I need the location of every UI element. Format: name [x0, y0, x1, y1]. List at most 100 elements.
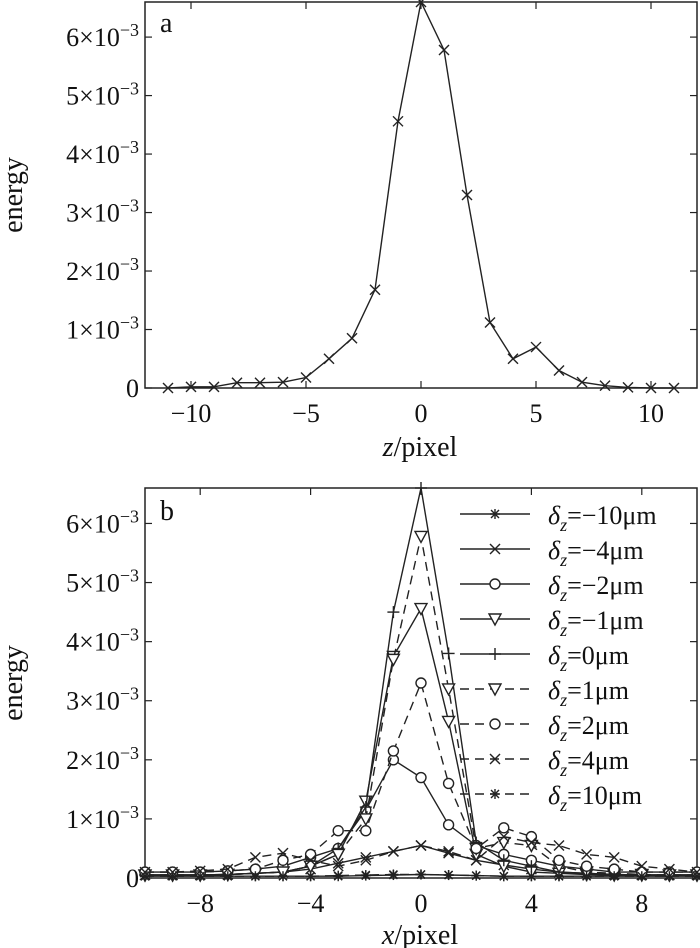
- chart-b-ytick-label: 5×10−3: [66, 566, 139, 598]
- chart-a-xlabel: z/pixel: [382, 432, 458, 463]
- chart-b-data-point: [415, 482, 427, 494]
- legend-marker: [487, 613, 503, 627]
- chart-a-data-point: [208, 381, 220, 393]
- chart-a-data-point: [438, 44, 450, 56]
- chart-b-data-point: [580, 860, 593, 872]
- chart-a-data-point: [323, 353, 335, 365]
- chart-b-ylabel: energy: [0, 645, 29, 721]
- chart-a-series-0: [162, 0, 680, 394]
- chart-b-data-point: [333, 870, 344, 881]
- legend-item: δz=10μm: [460, 781, 642, 815]
- chart-a-xlabel-unit: /pixel: [394, 432, 458, 463]
- chart-b-series-line: [145, 835, 698, 873]
- chart-b-data-point: [608, 851, 620, 863]
- chart-b-series-line: [145, 680, 697, 873]
- chart-a-data-point: [461, 189, 473, 201]
- chart-a-data-point: [369, 284, 381, 296]
- legend-marker: [489, 543, 501, 555]
- legend-label: δz=−2μm: [548, 571, 644, 605]
- chart-a-data-point: [300, 371, 312, 383]
- legend-label: δz=−4μm: [548, 536, 644, 570]
- chart-a-data-point: [277, 376, 289, 388]
- chart-b-data-point: [443, 847, 455, 859]
- legend-label: δz=−1μm: [548, 606, 644, 640]
- chart-b-data-point: [553, 840, 565, 851]
- chart-b-data-point: [498, 871, 509, 882]
- chart-b-data-point: [360, 854, 372, 866]
- chart-a-xtick-label: 0: [415, 399, 428, 428]
- chart-b-xlabel-var: x: [381, 920, 395, 948]
- chart-a-data-point: [415, 0, 427, 8]
- chart-b-panel-label: b: [160, 496, 174, 527]
- chart-b-data-point: [332, 857, 344, 869]
- chart-b-data-point: [195, 871, 206, 882]
- chart-b-data-point: [443, 870, 454, 881]
- chart-b-data-point: [470, 854, 482, 866]
- chart-b-data-point: [553, 854, 565, 866]
- chart-a-xtick-label: −5: [292, 399, 320, 428]
- chart-b-data-point: [305, 871, 316, 882]
- chart-b-data-point: [415, 771, 427, 784]
- chart-a-xtick-label: 10: [638, 399, 664, 428]
- chart-b-data-point: [249, 851, 261, 863]
- chart-a-data-point: [622, 381, 634, 393]
- chart-b-ytick-label: 0: [126, 864, 139, 893]
- chart-a-axes: −10 −5 0 5 10 0 1×10−3 2×10−3 3×10−3 4×10−3 5×10−3…: [66, 2, 697, 428]
- chart-a-data-point: [530, 341, 542, 353]
- chart-b-data-point: [388, 869, 399, 880]
- chart-b-data-point: [358, 813, 373, 827]
- chart-b-xtick-label: −4: [297, 889, 325, 918]
- legend-item: δz=−1μm: [460, 606, 644, 640]
- legend-label: δz=10μm: [548, 781, 642, 815]
- chart-b-data-point: [222, 871, 233, 882]
- chart-a-data-point: [668, 382, 680, 394]
- chart-a-data-point: [507, 353, 519, 365]
- chart-b-data-point: [140, 871, 150, 882]
- chart-b-data-point: [581, 871, 592, 882]
- chart-b-data-point: [387, 606, 400, 619]
- legend-label: δz=−10μm: [548, 501, 657, 535]
- chart-a-ytick-label: 5×10−3: [66, 79, 139, 111]
- chart-b-data-point: [498, 822, 510, 834]
- chart-b-data-point: [386, 653, 401, 667]
- chart-a-series-line: [167, 0, 674, 389]
- chart-b-ytick-label: 1×10−3: [66, 802, 139, 834]
- chart-b-xlabel-unit: /pixel: [394, 920, 458, 948]
- chart-a-ytick-label: 0: [126, 374, 139, 403]
- legend-marker: [489, 753, 501, 765]
- legend-marker: [490, 789, 500, 799]
- legend-item: δz=−4μm: [460, 536, 644, 570]
- chart-b-data-point: [525, 837, 537, 849]
- chart-a-ytick-label: 1×10−3: [66, 313, 139, 345]
- chart-a-ytick-label: 6×10−3: [66, 20, 139, 52]
- chart-b-xlabel: x/pixel: [381, 920, 458, 948]
- legend-item: δz=−2μm: [460, 571, 644, 605]
- chart-b: −8 −4 0 4 8 0 1×10−3 2×10−3 3×10−3 4×10−3 5×10−3 6×…: [0, 482, 700, 948]
- chart-b-data-point: [277, 854, 289, 866]
- chart-b-data-point: [359, 801, 372, 814]
- chart-b-ytick-label: 4×10−3: [66, 625, 139, 657]
- chart-b-data-point: [554, 871, 564, 882]
- chart-b-data-point: [443, 845, 455, 857]
- chart-b-xtick-label: 8: [635, 889, 648, 918]
- chart-a-data-point: [553, 364, 565, 376]
- legend-label: δz=2μm: [548, 711, 629, 745]
- chart-b-series: [137, 482, 700, 883]
- chart-a-panel-label: a: [160, 8, 173, 39]
- chart-a-data-point: [576, 376, 588, 388]
- chart-b-series-7: [139, 831, 700, 878]
- chart-b-data-point: [442, 647, 455, 660]
- chart-a-xtick-label: 5: [530, 399, 543, 428]
- legend-label: δz=4μm: [548, 746, 629, 780]
- chart-b-axes: −8 −4 0 4 8 0 1×10−3 2×10−3 3×10−3 4×10−3 5×10−3 6×…: [66, 488, 697, 918]
- chart-b-data-point: [360, 870, 371, 881]
- chart-b-ytick-label: 3×10−3: [66, 684, 139, 716]
- chart-b-series-6: [139, 677, 700, 878]
- chart-b-data-point: [360, 851, 372, 863]
- chart-b-data-point: [413, 602, 429, 617]
- chart-a-data-point: [231, 377, 243, 389]
- chart-b-data-point: [415, 840, 427, 851]
- chart-b-data-point: [278, 871, 288, 882]
- chart-b-data-point: [194, 865, 206, 877]
